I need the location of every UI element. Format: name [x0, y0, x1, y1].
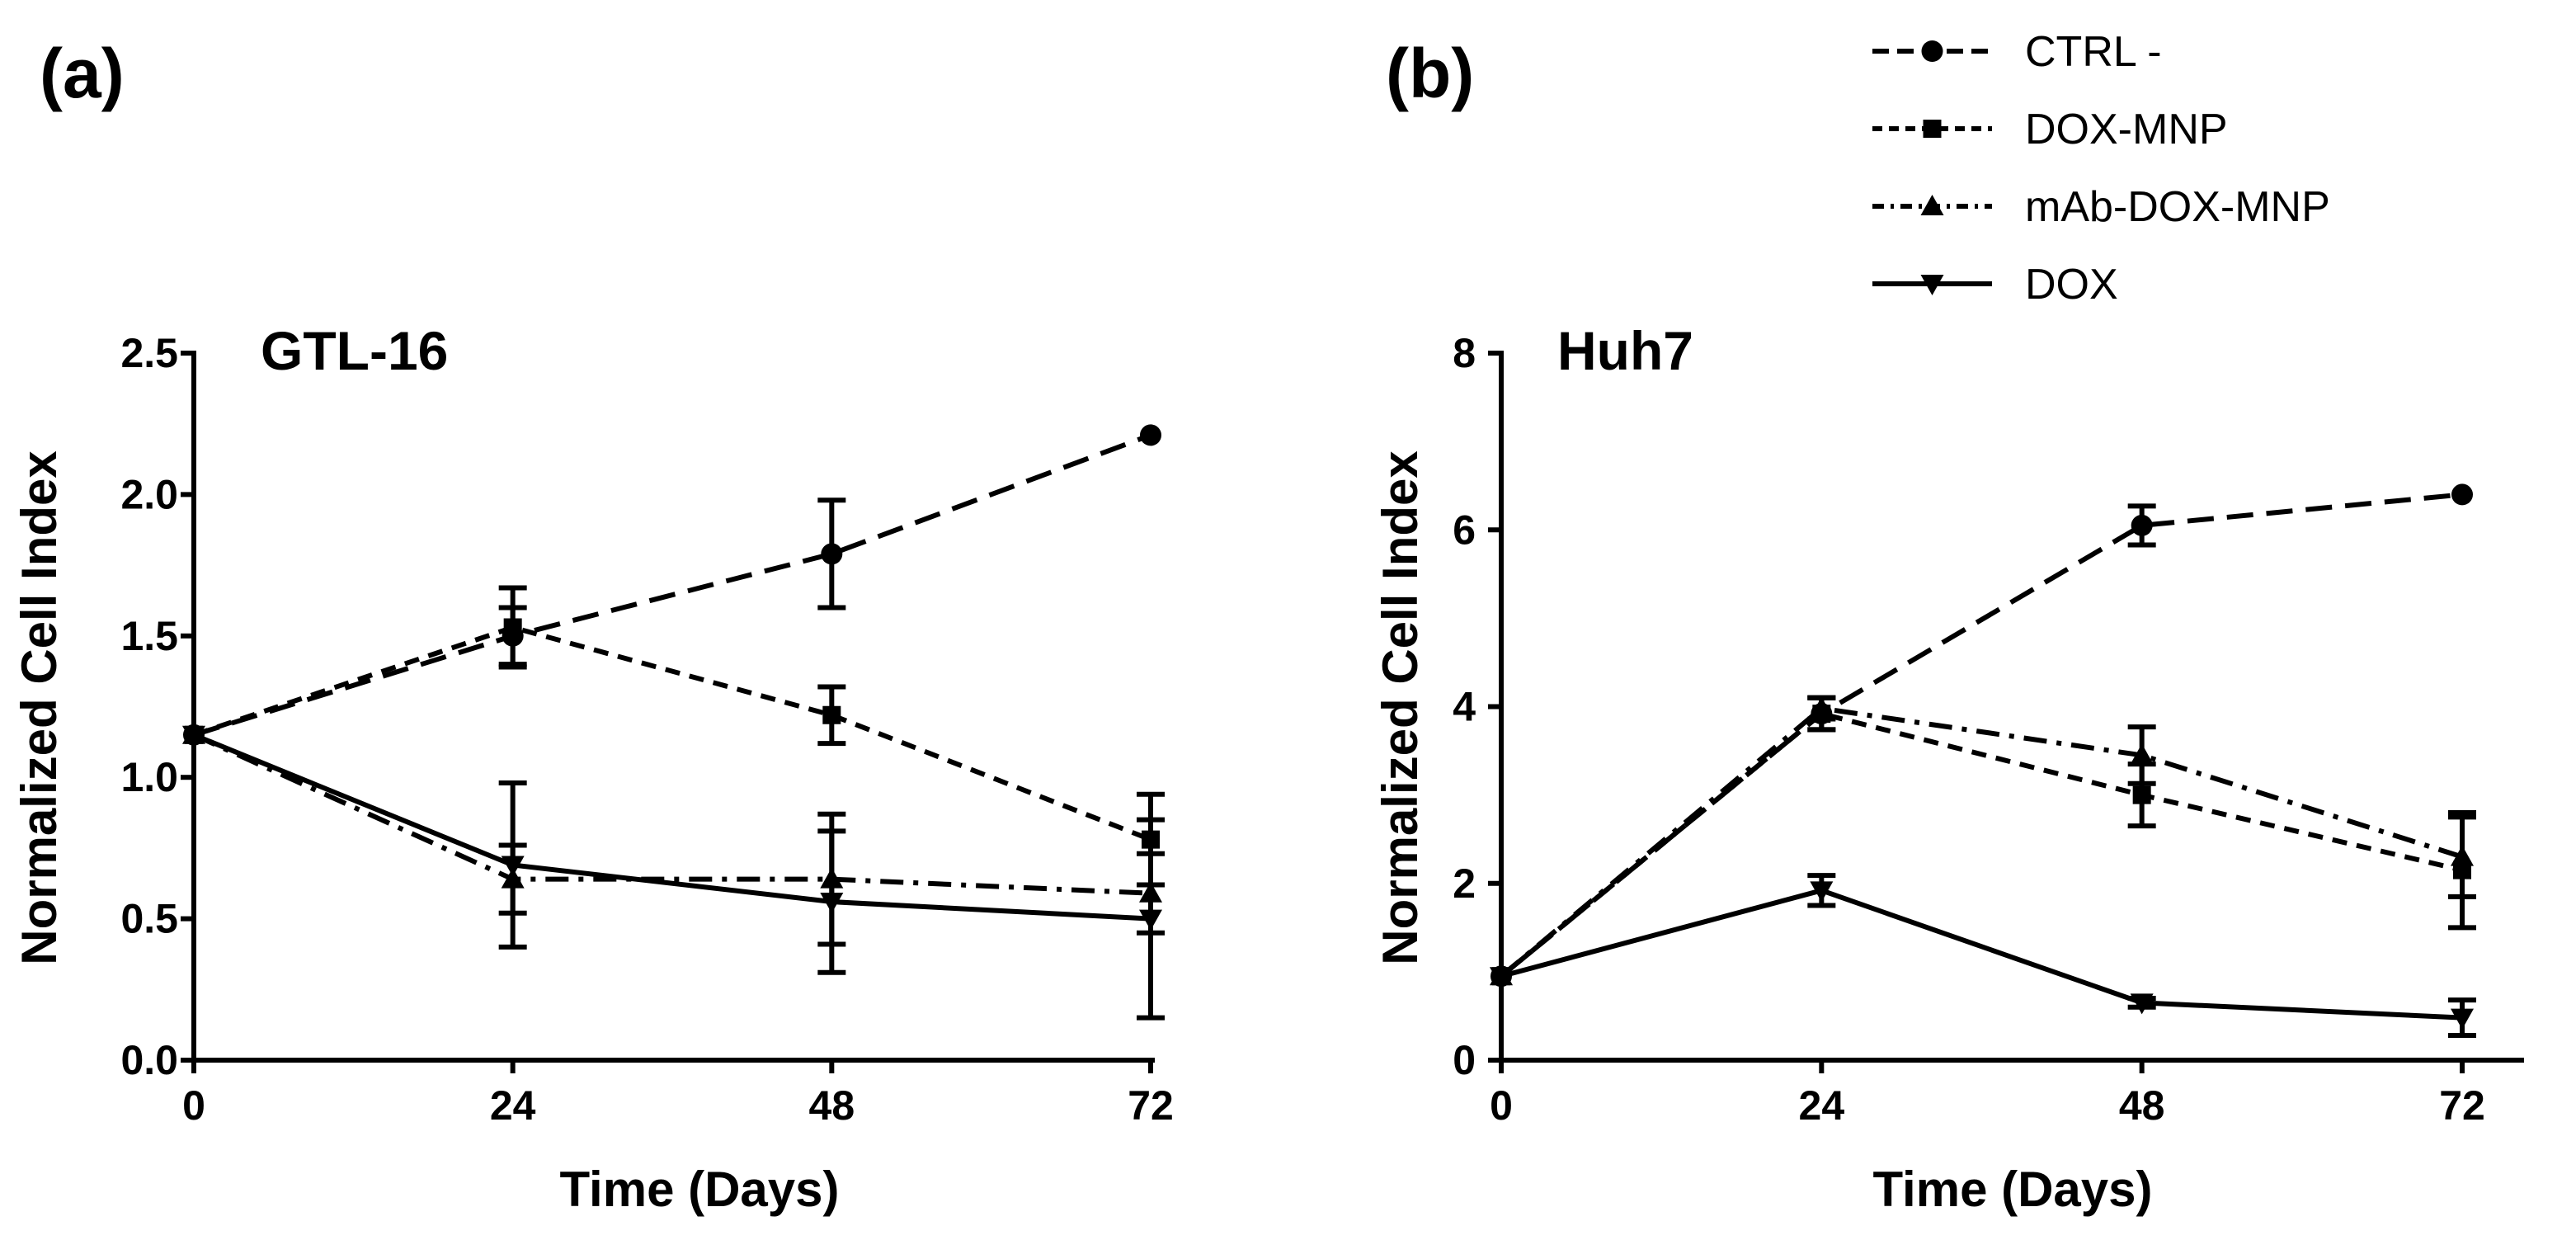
legend-label-mab-dox-mnp: mAb-DOX-MNP: [2025, 183, 2330, 231]
series-line-dox-mnp-a: [193, 625, 1152, 842]
series-dox-mnp-a: [185, 585, 1165, 888]
y-axis-label-b: Normalized Cell Index: [1373, 450, 1428, 965]
legend-label-ctrl: CTRL -: [2025, 28, 2162, 76]
series-line-mab-dox-mnp-b: [1500, 705, 2463, 978]
y-tick-label-a: 0.5: [120, 896, 178, 942]
panel-label-b: (b): [1386, 35, 1474, 112]
series-dox-mnp-b: [1492, 695, 2476, 986]
data-point-dox-b: [2451, 1008, 2474, 1030]
data-point-dox-a: [1139, 909, 1162, 931]
data-point-ctrl-a: [1140, 424, 1161, 446]
plot-area-a: [182, 424, 1165, 1021]
data-point-dox-a: [501, 856, 525, 877]
data-point-ctrl-a: [821, 543, 843, 565]
series-line-mab-dox-mnp-a: [192, 733, 1151, 896]
legend-label-dox: DOX: [2025, 261, 2118, 309]
x-tick-label-b: 72: [2439, 1082, 2485, 1129]
y-tick-label-a: 0.0: [120, 1037, 178, 1083]
legend-marker-dox-mnp: [1923, 120, 1942, 138]
series-line-dox-b: [1500, 888, 2463, 1021]
legend-entry-mab-dox-mnp: mAb-DOX-MNP: [1872, 183, 2330, 231]
legend: CTRL - DOX-MNP mAb-DOX-MNP DOX: [1872, 28, 2330, 309]
data-point-ctrl-b: [2131, 514, 2153, 536]
plot-area-b: [1490, 483, 2476, 1039]
chart-title-a: GTL-16: [261, 320, 448, 381]
data-point-dox-b: [1490, 967, 1513, 988]
x-tick-label-a: 0: [182, 1082, 205, 1129]
y-axis-label-a: Normalized Cell Index: [12, 450, 67, 965]
data-point-mab-dox-mnp-b: [2451, 845, 2474, 866]
y-tick-label-a: 1.0: [120, 754, 178, 800]
y-tick-label-b: 8: [1453, 330, 1476, 376]
x-tick-label-b: 0: [1490, 1082, 1513, 1129]
legend-entry-dox: DOX: [1872, 261, 2118, 309]
legend-entry-dox-mnp: DOX-MNP: [1872, 106, 2228, 153]
y-tick-label-b: 4: [1453, 684, 1476, 730]
data-point-dox-mnp-a: [503, 618, 522, 637]
data-point-dox-mnp-a: [822, 705, 841, 724]
data-point-dox-a: [820, 893, 844, 914]
legend-label-dox-mnp: DOX-MNP: [2025, 106, 2228, 153]
series-dox-a: [182, 725, 1165, 1021]
series-ctrl-a: [183, 424, 1161, 746]
y-tick-label-b: 6: [1453, 507, 1476, 553]
x-tick-label-b: 24: [1799, 1082, 1845, 1129]
data-point-mab-dox-mnp-b: [2130, 743, 2154, 765]
x-tick-label-a: 24: [490, 1082, 536, 1129]
data-point-dox-mnp-b: [2132, 785, 2151, 804]
y-tick-label-a: 2.5: [120, 330, 178, 376]
data-point-dox-a: [182, 725, 205, 747]
chart-title-b: Huh7: [1557, 320, 1693, 381]
x-axis-label-b: Time (Days): [1872, 1162, 2152, 1217]
data-point-ctrl-b: [2451, 483, 2473, 506]
series-line-ctrl-b: [1500, 492, 2463, 978]
series-ctrl-b: [1491, 483, 2473, 988]
legend-marker-ctrl: [1921, 40, 1943, 62]
series-line-dox-a: [192, 733, 1151, 922]
y-tick-label-b: 2: [1453, 860, 1476, 907]
series-dox-b: [1490, 873, 2476, 1039]
y-tick-label-b: 0: [1453, 1037, 1476, 1083]
axes-a: 0.0 0.5 1.0 1.5 2.0 2.5 0 24 48 72: [120, 330, 1173, 1129]
series-line-ctrl-a: [193, 432, 1152, 738]
x-tick-label-a: 72: [1128, 1082, 1174, 1129]
legend-marker-dox: [1920, 275, 1944, 295]
legend-entry-ctrl: CTRL -: [1872, 28, 2162, 76]
y-tick-label-a: 1.5: [120, 613, 178, 659]
data-point-dox-b: [2130, 993, 2154, 1015]
x-tick-label-b: 48: [2119, 1082, 2165, 1129]
chart-b: (b) Huh7 Normalized Cell Index Time (Day…: [1373, 35, 2524, 1217]
y-tick-label-a: 2.0: [120, 471, 178, 517]
legend-marker-mab-dox-mnp: [1920, 195, 1944, 215]
chart-a: (a) GTL-16 Normalized Cell Index Time (D…: [12, 35, 1174, 1217]
panel-label-a: (a): [40, 35, 125, 112]
data-point-dox-b: [1810, 881, 1834, 903]
x-axis-label-a: Time (Days): [559, 1162, 839, 1217]
x-tick-label-a: 48: [809, 1082, 855, 1129]
series-mab-dox-mnp-b: [1490, 695, 2476, 986]
data-point-mab-dox-mnp-b: [1810, 696, 1834, 718]
